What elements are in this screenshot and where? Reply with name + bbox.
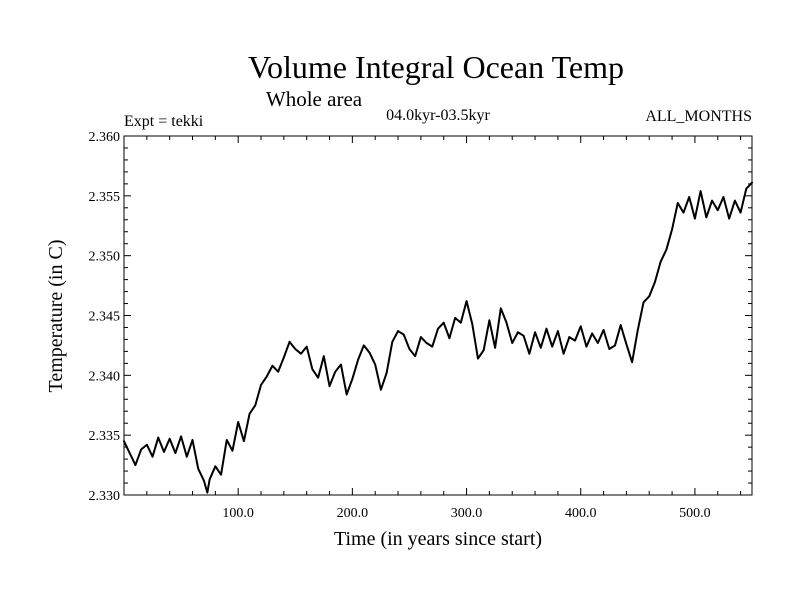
chart-subtitle: Whole area: [266, 87, 363, 111]
y-tick-label: 2.340: [89, 369, 121, 384]
plot-area: 100.0 200.0 300.0 400.0 500.0 2.330 2.335 2.340…: [89, 130, 753, 521]
x-tick-label: 400.0: [565, 506, 597, 521]
chart-title: Volume Integral Ocean Temp: [248, 49, 624, 85]
chart-experiment: Expt = tekki: [124, 113, 204, 130]
x-tick-label: 200.0: [337, 506, 369, 521]
y-tick-label: 2.330: [89, 489, 121, 504]
chart-months: ALL_MONTHS: [645, 108, 752, 125]
y-tick-label: 2.345: [89, 310, 121, 325]
y-tick-label: 2.350: [89, 250, 121, 265]
y-tick-label: 2.335: [89, 429, 121, 444]
chart-period: 04.0kyr-03.5kyr: [386, 107, 490, 124]
y-tick-label: 2.360: [89, 130, 121, 145]
x-tick-label: 100.0: [222, 506, 254, 521]
x-tick-label: 300.0: [451, 506, 483, 521]
x-axis-label: Time (in years since start): [334, 528, 542, 550]
y-axis-label: Temperature (in C): [45, 240, 67, 393]
y-tick-label: 2.355: [89, 190, 121, 205]
temperature-series-line: [123, 181, 753, 494]
x-tick-label: 500.0: [679, 506, 711, 521]
